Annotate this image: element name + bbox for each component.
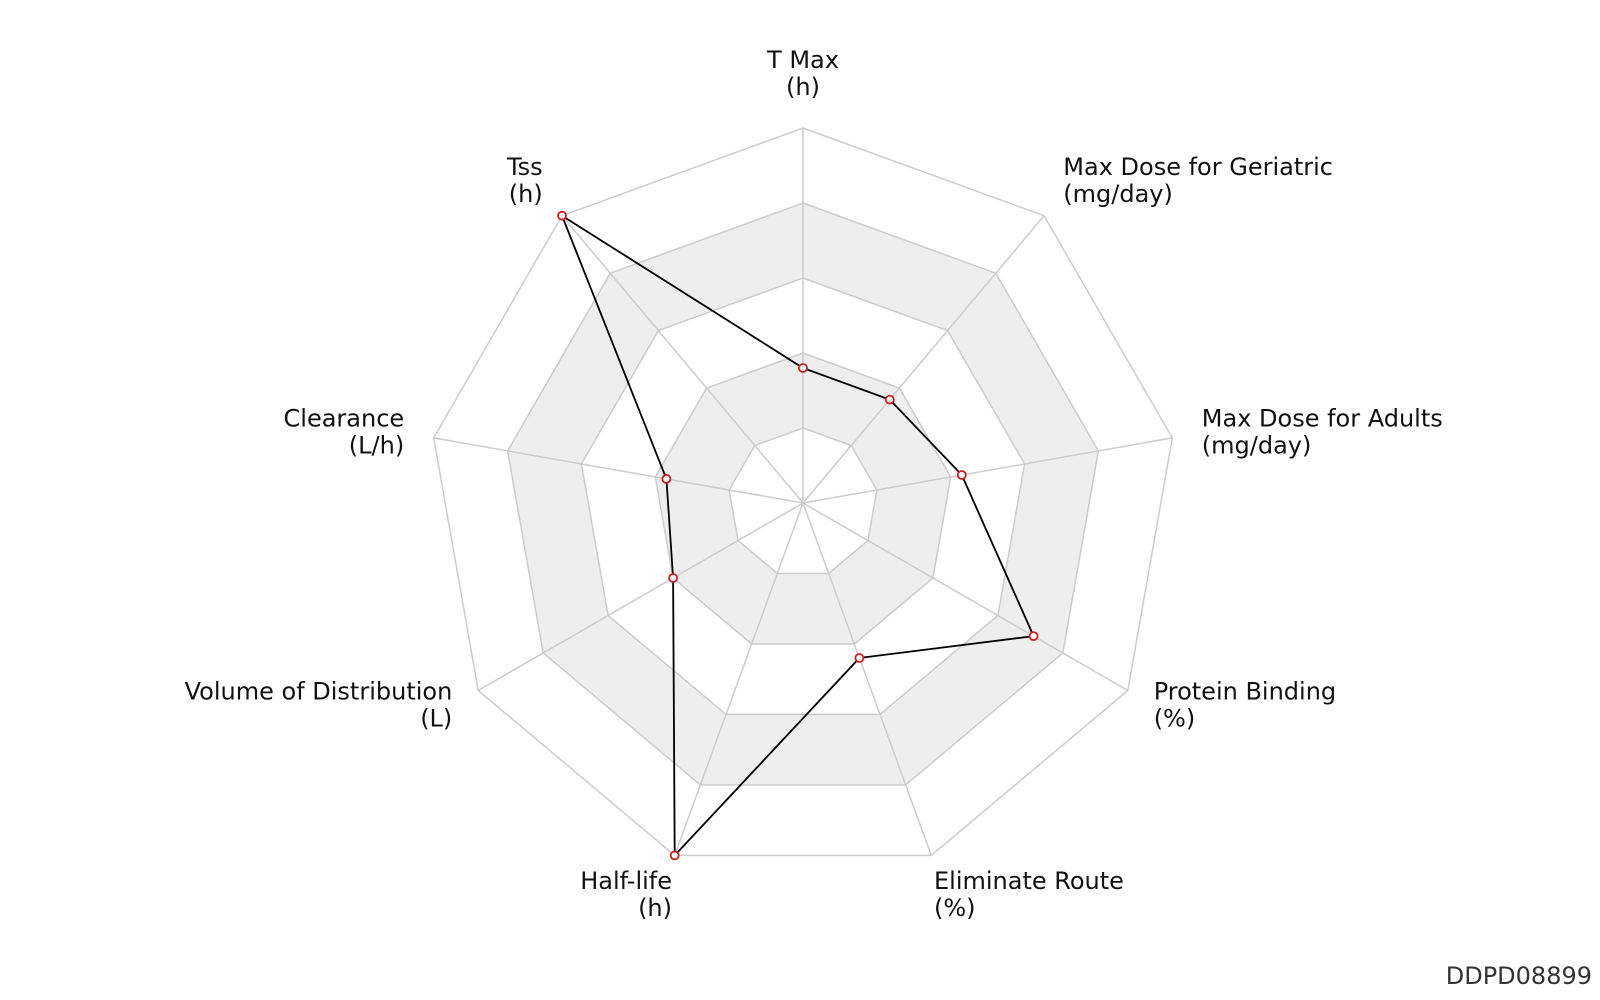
axis-label: Protein Binding (%) — [1154, 678, 1336, 733]
radar-spoke — [802, 502, 933, 856]
radar-series-line — [560, 213, 1035, 858]
radar-point — [557, 210, 567, 221]
axis-label-name: Volume of Distribution — [185, 678, 453, 706]
radar-spoke — [802, 215, 1045, 504]
radar-point — [668, 573, 678, 583]
axis-label-unit: (%) — [1154, 705, 1196, 733]
axis-label-unit: (h) — [509, 180, 543, 208]
axis-label: Max Dose for Geriatric (mg/day) — [1063, 153, 1333, 208]
radar-point — [669, 850, 680, 861]
radar-spoke — [561, 215, 804, 504]
radar-ring — [728, 427, 878, 575]
axis-label-unit: (h) — [638, 894, 672, 922]
radar-ring — [580, 277, 1026, 716]
radar-ring — [432, 127, 1174, 857]
radar-ring — [506, 202, 1100, 786]
radar-spokes — [433, 128, 1173, 856]
radar-point — [884, 394, 895, 405]
radar-bands — [507, 203, 1099, 785]
axis-label-name: Clearance — [284, 405, 405, 433]
axis-label: Volume of Distribution (L) — [185, 678, 453, 733]
axis-label-name: Tss — [506, 153, 543, 181]
axis-label-name: Eliminate Route — [934, 867, 1124, 895]
radar-spoke — [802, 437, 1173, 504]
axis-label-unit: (h) — [786, 73, 820, 101]
axis-label: Half-life (h) — [580, 867, 672, 922]
radar-grid — [432, 127, 1174, 857]
radar-spoke — [673, 502, 804, 856]
axis-label-unit: (mg/day) — [1202, 432, 1312, 460]
radar-point — [798, 363, 808, 373]
axis-label-name: Half-life — [580, 867, 672, 895]
radar-point — [1028, 631, 1039, 641]
axis-label-unit: (L/h) — [349, 432, 404, 460]
axis-label: T Max (h) — [766, 46, 839, 101]
axis-label-name: Max Dose for Adults — [1202, 405, 1443, 433]
radar-point — [956, 470, 967, 480]
axis-label-unit: (mg/day) — [1063, 180, 1173, 208]
radar-ring — [654, 352, 952, 645]
radar-spoke — [477, 502, 804, 692]
radar-spoke — [433, 437, 804, 504]
radar-spoke — [802, 502, 1129, 692]
axis-label-unit: (%) — [934, 894, 976, 922]
axis-label-unit: (L) — [420, 705, 452, 733]
radar-axis-labels: T Max (h)Max Dose for Geriatric (mg/day)Ma… — [185, 46, 1443, 922]
axis-label-name: T Max — [766, 46, 839, 74]
axis-label: Tss (h) — [506, 153, 543, 208]
radar-point — [661, 473, 672, 484]
axis-label-name: Protein Binding — [1154, 678, 1336, 706]
axis-label: Clearance (L/h) — [284, 405, 405, 460]
axis-label: Max Dose for Adults (mg/day) — [1202, 405, 1443, 460]
radar-band — [655, 353, 951, 644]
radar-series — [557, 210, 1039, 861]
axis-label: Eliminate Route (%) — [934, 867, 1124, 922]
chart-id-label: DDPD08899 — [1445, 962, 1592, 990]
axis-label-name: Max Dose for Geriatric — [1063, 153, 1333, 181]
radar-point — [854, 653, 865, 663]
